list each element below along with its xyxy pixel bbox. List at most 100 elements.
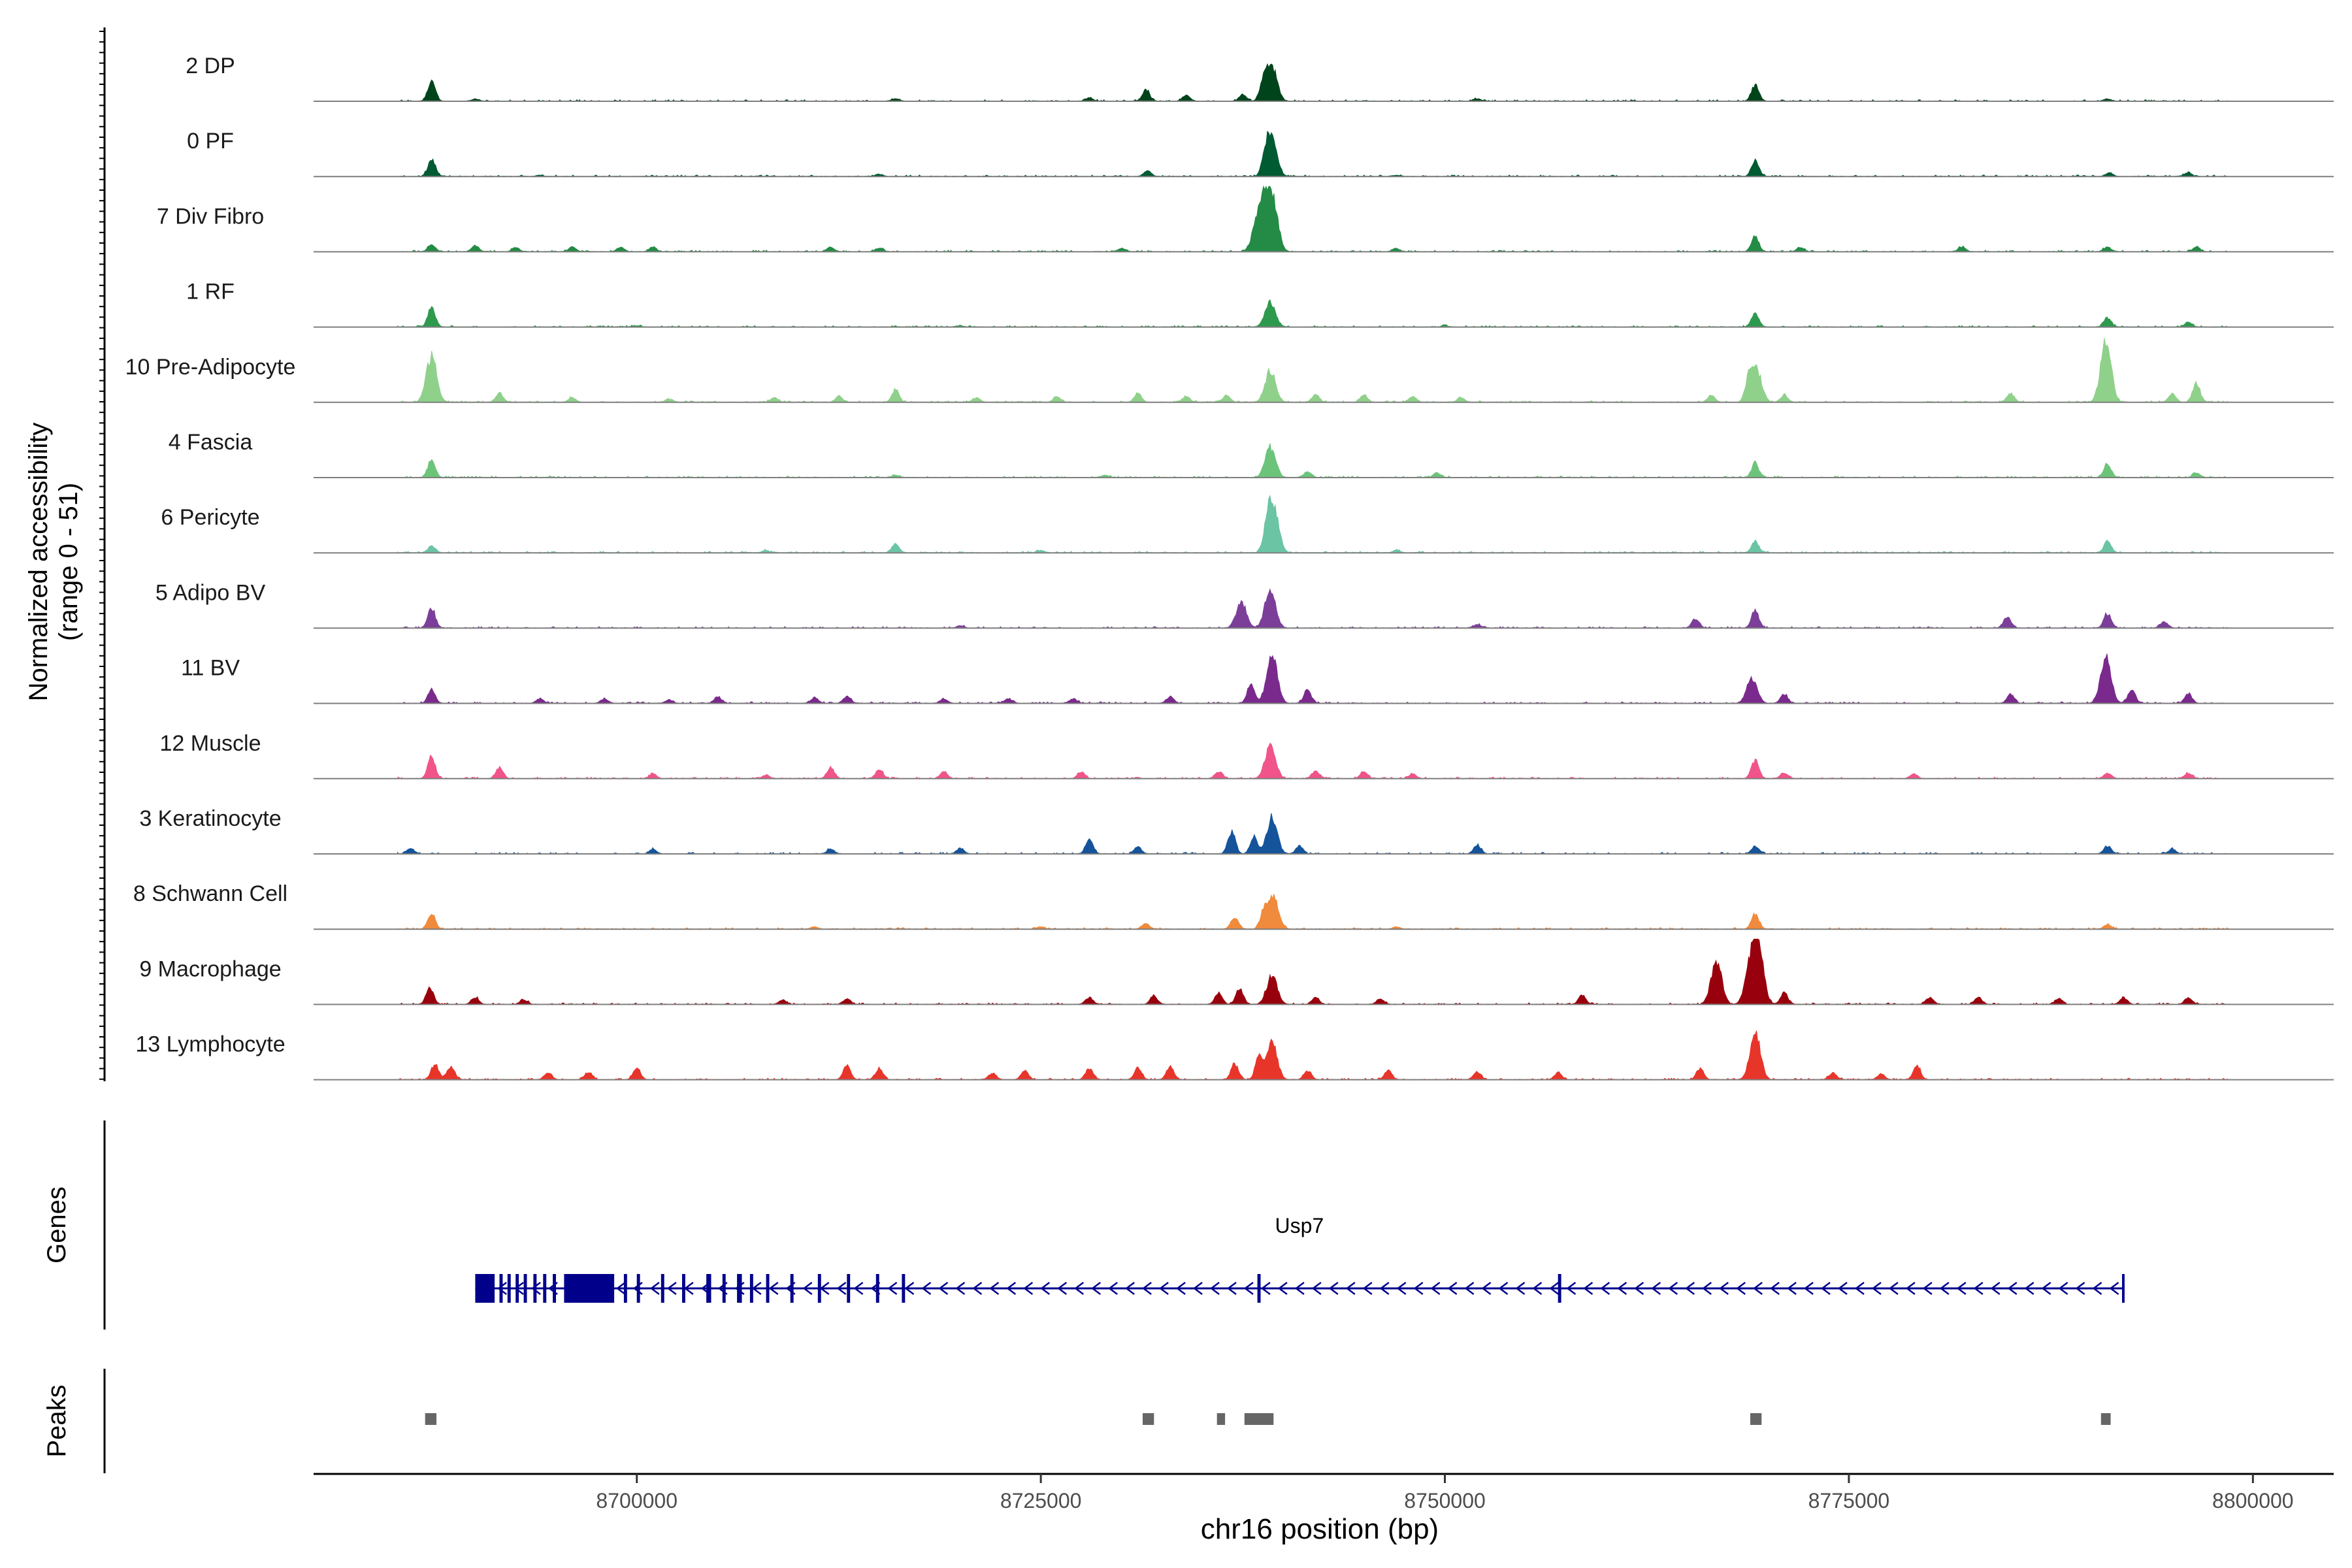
exon	[499, 1274, 503, 1303]
exon	[661, 1274, 664, 1303]
strand-arrow	[836, 1282, 847, 1295]
strand-arrow	[1549, 1282, 1560, 1295]
exon	[902, 1274, 906, 1303]
strand-arrow	[1939, 1282, 1950, 1295]
track-label: 9 Macrophage	[139, 956, 281, 981]
strand-arrow	[1888, 1282, 1899, 1295]
x-axis-title: chr16 position (bp)	[1201, 1513, 1439, 1545]
strand-arrow	[1023, 1282, 1034, 1295]
strand-arrow	[1328, 1282, 1339, 1295]
track-11-bv: 11 BV	[181, 653, 2334, 704]
track-label: 2 DP	[186, 54, 235, 78]
track-10-pre-adipocyte: 10 Pre-Adipocyte	[125, 338, 2334, 403]
exon	[475, 1274, 495, 1303]
coverage-area	[397, 495, 2229, 553]
track-label: 5 Adipo BV	[155, 580, 266, 605]
coverage-area	[397, 338, 2230, 403]
strand-arrow	[1702, 1282, 1712, 1295]
track-label: 10 Pre-Adipocyte	[125, 355, 296, 380]
coverage-area	[397, 299, 2229, 328]
exon	[749, 1274, 753, 1303]
x-tick-label: 8700000	[596, 1489, 678, 1512]
strand-arrow	[853, 1282, 864, 1295]
strand-arrow	[1566, 1282, 1576, 1295]
strand-arrow	[1956, 1282, 1967, 1295]
exon	[766, 1274, 770, 1303]
strand-arrow	[1973, 1282, 1984, 1295]
coverage-area	[397, 63, 2229, 102]
track-label: 3 Keratinocyte	[139, 806, 281, 831]
strand-arrow	[1617, 1282, 1627, 1295]
strand-arrow	[2109, 1282, 2119, 1295]
exon	[543, 1274, 547, 1303]
track-9-macrophage: 9 Macrophage	[139, 938, 2334, 1005]
strand-arrow	[1447, 1282, 1458, 1295]
track-3-keratinocyte: 3 Keratinocyte	[139, 806, 2334, 855]
exon	[875, 1274, 879, 1303]
coverage-area	[397, 653, 2229, 704]
strand-arrow	[1871, 1282, 1882, 1295]
exon	[636, 1274, 640, 1303]
strand-arrow	[1837, 1282, 1848, 1295]
track-label: 11 BV	[181, 656, 240, 681]
strand-arrow	[989, 1282, 1000, 1295]
strand-arrow	[1787, 1282, 1797, 1295]
exon	[682, 1274, 685, 1303]
strand-arrow	[1260, 1282, 1271, 1295]
strand-arrow	[2092, 1282, 2102, 1295]
track-label: 4 Fascia	[169, 430, 253, 455]
peak-region	[1244, 1413, 1274, 1425]
strand-arrow	[1685, 1282, 1695, 1295]
peaks-panel-label: Peaks	[42, 1384, 71, 1457]
strand-arrow	[1464, 1282, 1475, 1295]
peak-region	[1750, 1413, 1762, 1425]
strand-arrow	[649, 1282, 660, 1295]
strand-arrow	[768, 1282, 779, 1295]
strand-arrow	[1532, 1282, 1543, 1295]
exon	[1257, 1274, 1261, 1303]
exon	[623, 1274, 627, 1303]
strand-arrow	[2075, 1282, 2085, 1295]
track-8-schwann-cell: 8 Schwann Cell	[133, 881, 2334, 930]
exon	[507, 1274, 511, 1303]
strand-arrow	[1498, 1282, 1509, 1295]
strand-arrow	[802, 1282, 813, 1295]
track-12-muscle: 12 Muscle	[160, 731, 2334, 779]
strand-arrow	[1583, 1282, 1593, 1295]
gene-model	[475, 1274, 2125, 1303]
coverage-area	[397, 1030, 2229, 1081]
x-tick-label: 8775000	[1808, 1489, 1890, 1512]
x-tick-label: 8800000	[2212, 1489, 2294, 1512]
track-5-adipo-bv: 5 Adipo BV	[155, 580, 2334, 629]
peak-region	[1143, 1413, 1154, 1425]
track-label: 1 RF	[186, 280, 235, 304]
strand-arrow	[1243, 1282, 1254, 1295]
strand-arrow	[1006, 1282, 1017, 1295]
strand-arrow	[1413, 1282, 1424, 1295]
exon	[1558, 1274, 1561, 1303]
strand-arrow	[1176, 1282, 1186, 1295]
track-6-pericyte: 6 Pericyte	[161, 495, 2334, 554]
strand-arrow	[1753, 1282, 1763, 1295]
strand-arrow	[2024, 1282, 2034, 1295]
strand-arrow	[1719, 1282, 1729, 1295]
strand-arrow	[1430, 1282, 1441, 1295]
exon	[790, 1274, 794, 1303]
strand-arrow	[666, 1282, 677, 1295]
strand-arrow	[615, 1282, 626, 1295]
strand-arrow	[1209, 1282, 1220, 1295]
track-1-rf: 1 RF	[186, 280, 2334, 328]
y-axis-title-line1: Normalized accessibility	[24, 423, 53, 702]
strand-arrow	[1854, 1282, 1865, 1295]
strand-arrow	[1057, 1282, 1068, 1295]
peak-region	[425, 1413, 436, 1425]
strand-arrow	[921, 1282, 932, 1295]
strand-arrow	[904, 1282, 915, 1295]
strand-arrow	[1803, 1282, 1814, 1295]
exon	[533, 1274, 537, 1303]
track-label: 7 Div Fibro	[157, 204, 264, 229]
exon	[515, 1274, 519, 1303]
strand-arrow	[972, 1282, 983, 1295]
strand-arrow	[1922, 1282, 1933, 1295]
strand-arrow	[1736, 1282, 1746, 1295]
